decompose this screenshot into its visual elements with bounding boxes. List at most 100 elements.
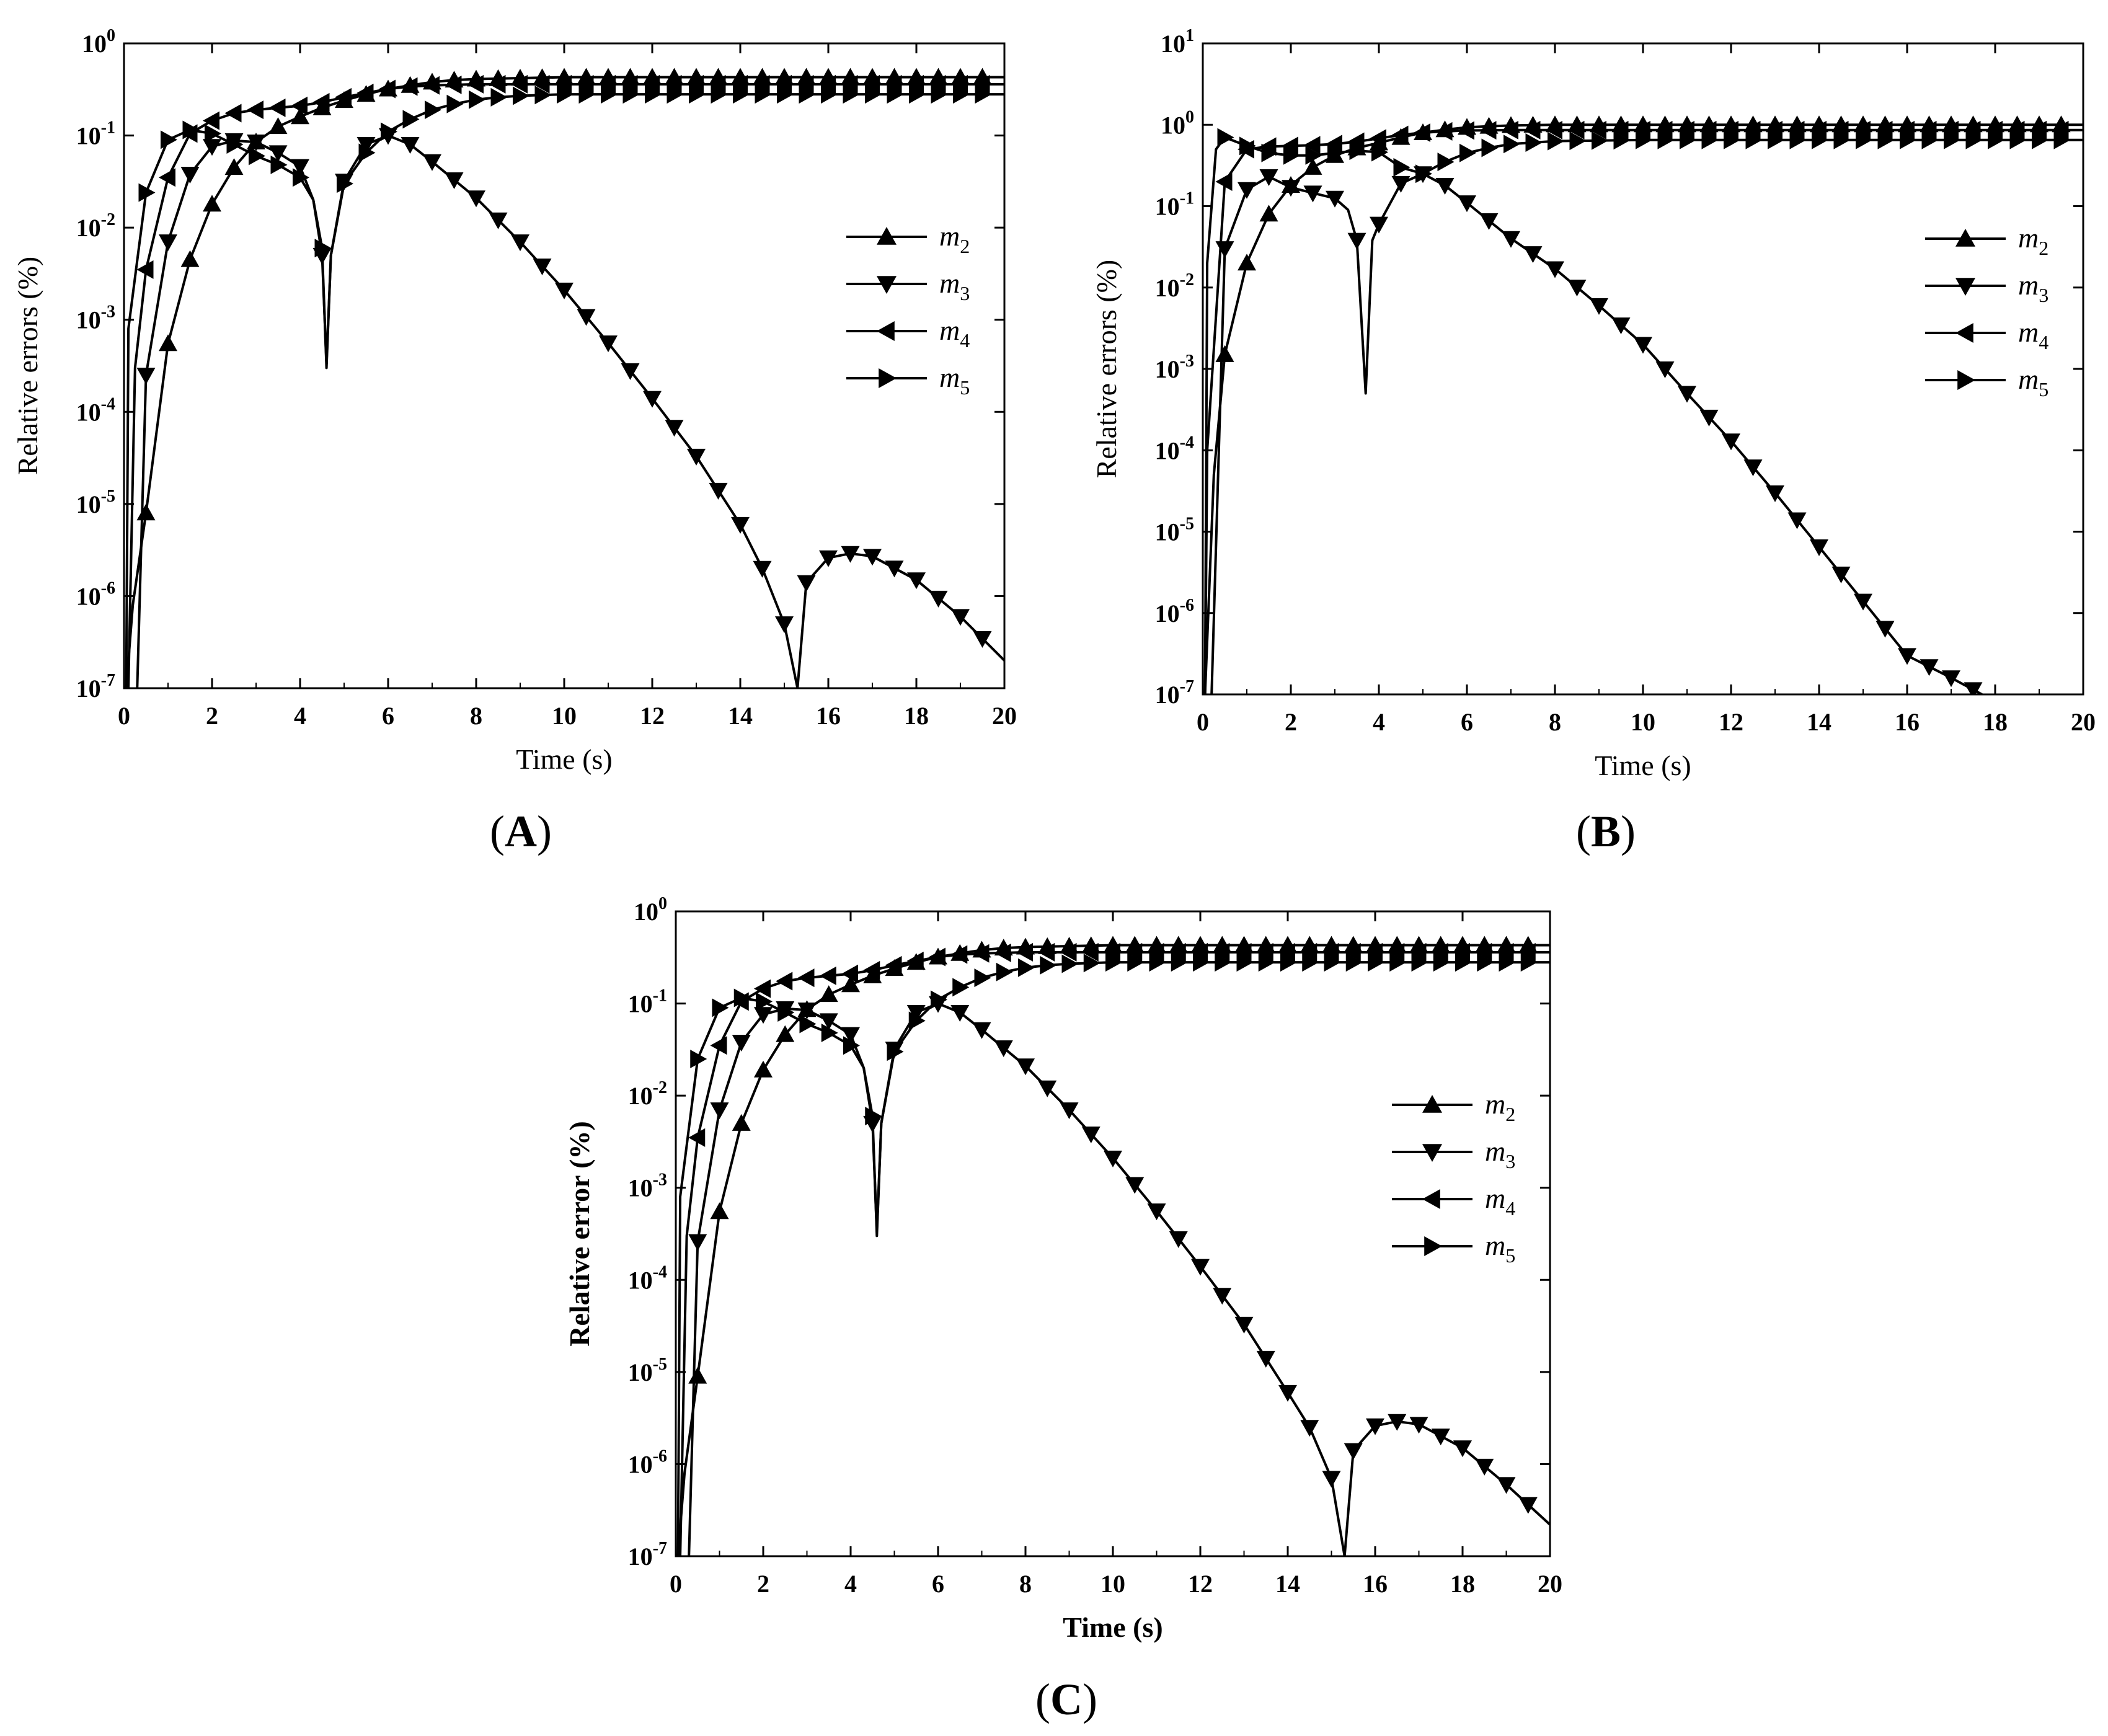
chart-a-marker-m3 bbox=[445, 172, 464, 190]
chart-b-marker-m3 bbox=[1347, 232, 1366, 250]
chart-c-marker-m5 bbox=[799, 1014, 817, 1034]
chart-b-series-m3 bbox=[1210, 166, 1983, 694]
chart-b-marker-m5 bbox=[2009, 130, 2027, 149]
chart-c-marker-m4 bbox=[1147, 942, 1164, 962]
chart-a-marker-m3 bbox=[863, 549, 882, 566]
chart-b-marker-m2 bbox=[1303, 157, 1322, 175]
chart-c-marker-m3 bbox=[1125, 1177, 1145, 1194]
chart-b-x-tick-label: 14 bbox=[1807, 708, 1831, 736]
chart-b-marker-m3 bbox=[1942, 670, 1960, 688]
chart-a-marker-m3 bbox=[797, 575, 816, 592]
chart-a-x-tick-label: 18 bbox=[904, 702, 929, 730]
chart-c-marker-m3 bbox=[754, 1007, 773, 1024]
chart-c-x-tick-label: 16 bbox=[1363, 1570, 1388, 1598]
chart-c-marker-m4 bbox=[950, 945, 968, 964]
chart-b-y-tick-label: 10-3 bbox=[1155, 352, 1194, 383]
chart-c-x-tick-label: 8 bbox=[1019, 1570, 1032, 1598]
chart-c-marker-m4 bbox=[1409, 942, 1427, 962]
chart-a-marker-m4 bbox=[203, 111, 219, 130]
chart-a-marker-m4 bbox=[291, 96, 308, 115]
chart-c-legend-label: m5 bbox=[1485, 1229, 1515, 1267]
chart-b-x-tick-label: 4 bbox=[1373, 708, 1385, 736]
chart-a-marker-m4 bbox=[753, 74, 770, 94]
chart-b-x-tick-label: 20 bbox=[2071, 708, 2096, 736]
chart-c-marker-m5 bbox=[821, 1023, 838, 1042]
chart-a-marker-m5 bbox=[490, 87, 508, 107]
chart-a-legend-label: m2 bbox=[939, 220, 970, 257]
chart-b-marker-m3 bbox=[1259, 169, 1278, 187]
chart-c-marker-m3 bbox=[1081, 1126, 1100, 1143]
chart-b-marker-m5 bbox=[1701, 130, 1719, 149]
chart-c-marker-m3 bbox=[1431, 1428, 1450, 1446]
chart-c-marker-m5 bbox=[1345, 953, 1363, 972]
chart-b-marker-m5 bbox=[1745, 130, 1763, 149]
chart-c-marker-m5 bbox=[1040, 955, 1057, 975]
chart-c-legend-marker bbox=[1422, 1189, 1440, 1209]
chart-b-legend-label: m5 bbox=[2018, 363, 2048, 401]
chart-c-y-tick-label: 10-6 bbox=[628, 1446, 667, 1478]
chart-b-marker-m5 bbox=[1349, 141, 1366, 161]
chart-a-y-axis-label: Relative errors (%) bbox=[12, 257, 43, 476]
chart-c-marker-m3 bbox=[1497, 1477, 1516, 1494]
chart-c-marker-m3 bbox=[819, 1013, 838, 1030]
chart-b-marker-m4 bbox=[1743, 120, 1761, 140]
chart-c-marker-m4 bbox=[1388, 942, 1405, 962]
chart-a-y-tick-label: 100 bbox=[82, 26, 115, 58]
chart-c-marker-m3 bbox=[1016, 1058, 1035, 1076]
chart-c-marker-m3 bbox=[1104, 1150, 1122, 1167]
chart-c-marker-m5 bbox=[1455, 953, 1472, 972]
chart-b-marker-m2 bbox=[1238, 254, 1256, 271]
chart-a-marker-m5 bbox=[402, 110, 420, 129]
chart-c-marker-m5 bbox=[1236, 953, 1254, 972]
chart-c-marker-m4 bbox=[776, 972, 793, 991]
chart-b-legend-label: m4 bbox=[2018, 316, 2048, 353]
chart-c-marker-m5 bbox=[1280, 953, 1297, 972]
chart-b-marker-m4 bbox=[1391, 125, 1409, 144]
chart-a-marker-m3 bbox=[247, 135, 265, 152]
chart-b-marker-m4 bbox=[1347, 132, 1365, 151]
chart-c-legend-marker bbox=[1422, 1095, 1442, 1113]
chart-a-marker-m4 bbox=[775, 74, 792, 94]
chart-c-marker-m3 bbox=[710, 1102, 729, 1120]
chart-a-series-m4 bbox=[127, 74, 1004, 688]
chart-a-marker-m4 bbox=[709, 74, 726, 94]
chart-a-legend-marker bbox=[877, 276, 897, 294]
chart-c-marker-m4 bbox=[972, 944, 990, 963]
chart-c-marker-m5 bbox=[1499, 953, 1516, 972]
chart-b-marker-m4 bbox=[1722, 120, 1738, 140]
chart-c-marker-m4 bbox=[929, 947, 946, 967]
chart-a-x-tick-label: 12 bbox=[640, 702, 665, 730]
chart-b-marker-m5 bbox=[2032, 130, 2048, 149]
chart-b-marker-m5 bbox=[1239, 136, 1256, 156]
chart-b-x-tick-label: 8 bbox=[1549, 708, 1561, 736]
chart-c-marker-m2 bbox=[732, 1114, 751, 1131]
chart-c-marker-m4 bbox=[1234, 942, 1252, 962]
chart-b-legend-marker bbox=[1955, 229, 1975, 247]
chart-b-marker-m3 bbox=[1303, 185, 1322, 203]
chart-b-legend-marker bbox=[1957, 370, 1975, 390]
chart-a-marker-m5 bbox=[513, 86, 529, 105]
chart-c-marker-m2 bbox=[710, 1202, 729, 1220]
chart-c-legend-label: m3 bbox=[1485, 1135, 1515, 1172]
chart-a-marker-m4 bbox=[423, 76, 440, 95]
chart-c-x-tick-label: 0 bbox=[670, 1570, 682, 1598]
chart-a-marker-m4 bbox=[841, 74, 858, 94]
chart-a-marker-m5 bbox=[358, 143, 376, 162]
chart-b-marker-m4 bbox=[1678, 120, 1694, 140]
chart-c-marker-m2 bbox=[841, 975, 860, 993]
chart-b-marker-m5 bbox=[1965, 130, 1983, 149]
chart-b-marker-m4 bbox=[2030, 120, 2047, 140]
chart-b-marker-m3 bbox=[1634, 337, 1652, 354]
chart-a-line-m2 bbox=[125, 76, 1004, 688]
chart-a-marker-m3 bbox=[291, 159, 309, 176]
chart-a-marker-m5 bbox=[733, 85, 750, 104]
chart-a-marker-m5 bbox=[446, 94, 464, 113]
chart-a-marker-m4 bbox=[731, 74, 748, 94]
chart-a-marker-m3 bbox=[136, 368, 156, 385]
chart-b-line-m3 bbox=[1210, 172, 1983, 694]
chart-a-x-axis-label: Time (s) bbox=[516, 743, 613, 775]
chart-b-marker-m5 bbox=[1548, 131, 1564, 151]
chart-b-marker-m5 bbox=[1833, 130, 1851, 149]
chart-b-marker-m5 bbox=[1481, 138, 1499, 157]
chart-a-marker-m2 bbox=[291, 107, 309, 125]
